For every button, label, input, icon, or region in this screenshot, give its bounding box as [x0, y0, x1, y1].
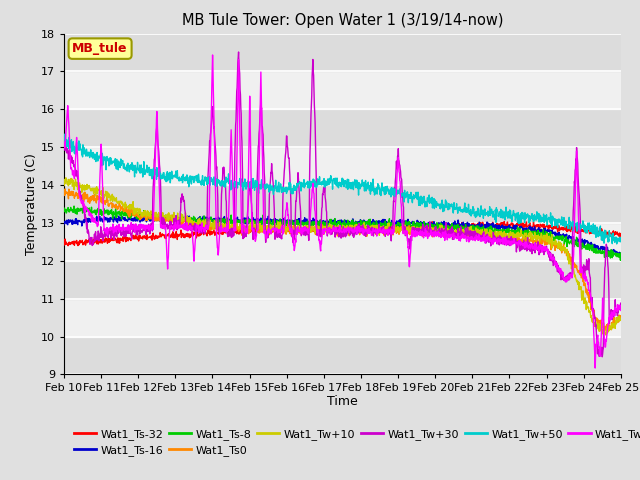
Bar	[64, 147, 621, 185]
Bar	[64, 185, 621, 223]
Legend: Wat1_Ts-32, Wat1_Ts-16, Wat1_Ts-8, Wat1_Ts0, Wat1_Tw+10, Wat1_Tw+30, Wat1_Tw+50,: Wat1_Ts-32, Wat1_Ts-16, Wat1_Ts-8, Wat1_…	[70, 424, 640, 460]
Bar	[64, 72, 621, 109]
X-axis label: Time: Time	[327, 395, 358, 408]
Title: MB Tule Tower: Open Water 1 (3/19/14-now): MB Tule Tower: Open Water 1 (3/19/14-now…	[182, 13, 503, 28]
Y-axis label: Temperature (C): Temperature (C)	[25, 153, 38, 255]
Text: MB_tule: MB_tule	[72, 42, 128, 55]
Bar	[64, 34, 621, 72]
Bar	[64, 109, 621, 147]
Bar	[64, 223, 621, 261]
Bar	[64, 336, 621, 374]
Bar	[64, 261, 621, 299]
Bar	[64, 299, 621, 336]
